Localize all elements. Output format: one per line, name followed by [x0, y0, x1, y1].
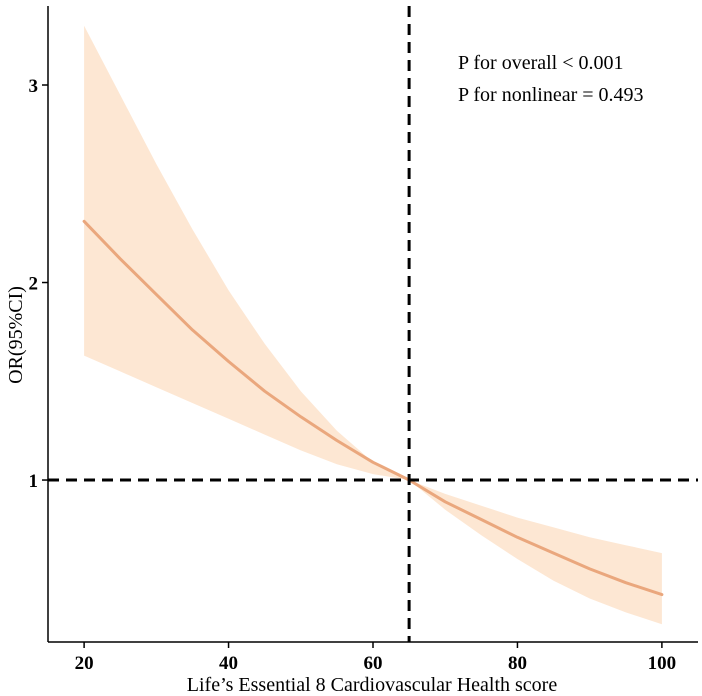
y-tick-label-1: 1: [29, 471, 39, 492]
x-tick-label-100: 100: [648, 653, 677, 674]
x-axis-title: Life’s Essential 8 Cardiovascular Health…: [187, 674, 558, 696]
ci-band: [84, 25, 662, 625]
x-tick-label-20: 20: [75, 653, 94, 674]
y-tick-label-3: 3: [29, 76, 39, 97]
plot-area: [48, 6, 698, 642]
series-line-or: [82, 219, 664, 597]
x-tick-label-80: 80: [508, 653, 527, 674]
y-axis-title: OR(95%CI): [5, 286, 27, 384]
axes: 20 40 60 80 100 1 2 3: [29, 6, 698, 674]
y-tick-label-2: 2: [29, 274, 39, 295]
x-tick-label-60: 60: [364, 653, 383, 674]
annotation-overall-p: P for overall < 0.001: [458, 52, 624, 74]
annotation-nonlinear-p: P for nonlinear = 0.493: [458, 84, 644, 106]
x-tick-label-40: 40: [219, 653, 238, 674]
